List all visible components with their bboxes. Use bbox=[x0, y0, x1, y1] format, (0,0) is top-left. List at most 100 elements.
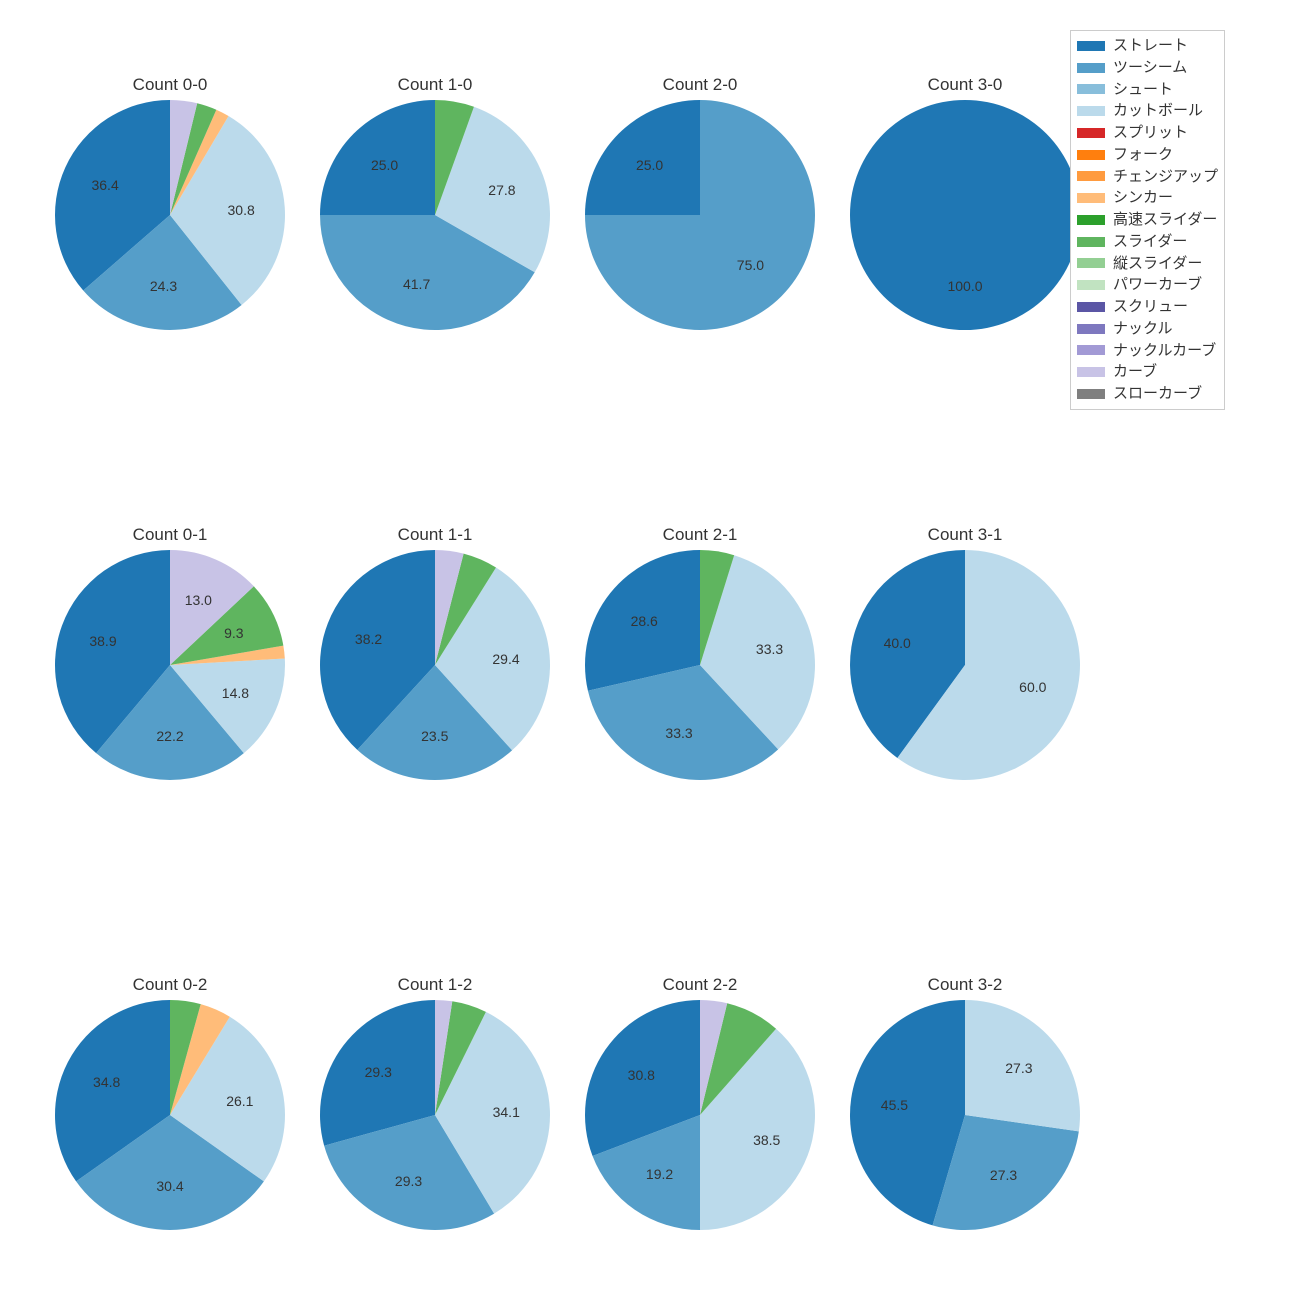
legend-item: ナックルカーブ bbox=[1077, 340, 1218, 362]
legend-swatch bbox=[1077, 193, 1105, 203]
legend-swatch bbox=[1077, 237, 1105, 247]
slice-label: 13.0 bbox=[185, 592, 212, 608]
legend: ストレートツーシームシュートカットボールスプリットフォークチェンジアップシンカー… bbox=[1070, 30, 1225, 410]
legend-item: 高速スライダー bbox=[1077, 209, 1218, 231]
slice-label: 40.0 bbox=[884, 635, 911, 651]
legend-swatch bbox=[1077, 345, 1105, 355]
legend-item: カットボール bbox=[1077, 100, 1218, 122]
legend-item: スプリット bbox=[1077, 122, 1218, 144]
slice-label: 28.6 bbox=[631, 613, 658, 629]
legend-label: ツーシーム bbox=[1113, 57, 1187, 79]
slice-label: 34.1 bbox=[493, 1104, 520, 1120]
slice-label: 36.4 bbox=[91, 177, 118, 193]
slice-label: 45.5 bbox=[881, 1097, 908, 1113]
pie-chart bbox=[848, 98, 1082, 332]
legend-label: ナックル bbox=[1113, 318, 1173, 340]
slice-label: 33.3 bbox=[665, 725, 692, 741]
slice-label: 9.3 bbox=[224, 625, 243, 641]
legend-label: シュート bbox=[1113, 79, 1173, 101]
legend-swatch bbox=[1077, 324, 1105, 334]
slice-label: 38.5 bbox=[753, 1132, 780, 1148]
legend-swatch bbox=[1077, 280, 1105, 290]
slice-label: 75.0 bbox=[737, 257, 764, 273]
pie-chart bbox=[848, 998, 1082, 1232]
chart-title: Count 0-2 bbox=[133, 975, 208, 995]
slice-label: 27.8 bbox=[488, 182, 515, 198]
legend-label: ストレート bbox=[1113, 35, 1188, 57]
chart-title: Count 3-1 bbox=[928, 525, 1003, 545]
legend-item: シンカー bbox=[1077, 187, 1218, 209]
legend-swatch bbox=[1077, 258, 1105, 268]
slice-label: 23.5 bbox=[421, 728, 448, 744]
slice-label: 60.0 bbox=[1019, 679, 1046, 695]
legend-item: スクリュー bbox=[1077, 296, 1218, 318]
legend-label: スローカーブ bbox=[1113, 383, 1202, 405]
legend-item: スライダー bbox=[1077, 231, 1218, 253]
slice-label: 25.0 bbox=[371, 157, 398, 173]
legend-swatch bbox=[1077, 171, 1105, 181]
slice-label: 100.0 bbox=[947, 278, 982, 294]
slice-label: 27.3 bbox=[1005, 1060, 1032, 1076]
legend-swatch bbox=[1077, 367, 1105, 377]
legend-label: スライダー bbox=[1113, 231, 1187, 253]
slice-label: 24.3 bbox=[150, 278, 177, 294]
pie-chart bbox=[848, 548, 1082, 782]
slice-label: 30.8 bbox=[628, 1067, 655, 1083]
legend-label: パワーカーブ bbox=[1113, 274, 1202, 296]
slice-label: 41.7 bbox=[403, 276, 430, 292]
slice-label: 29.4 bbox=[492, 651, 519, 667]
pie-chart bbox=[53, 998, 287, 1232]
pie-chart bbox=[53, 548, 287, 782]
slice-label: 14.8 bbox=[222, 685, 249, 701]
slice-label: 34.8 bbox=[93, 1074, 120, 1090]
slice-label: 19.2 bbox=[646, 1166, 673, 1182]
chart-title: Count 0-0 bbox=[133, 75, 208, 95]
chart-stage: Count 0-0 36.4 24.3 30.8 Count 1-0 25.0 41.7 27… bbox=[0, 0, 1300, 1300]
legend-item: フォーク bbox=[1077, 144, 1218, 166]
slice-label: 30.4 bbox=[156, 1178, 183, 1194]
legend-label: ナックルカーブ bbox=[1113, 340, 1216, 362]
legend-label: チェンジアップ bbox=[1113, 166, 1218, 188]
legend-item: チェンジアップ bbox=[1077, 166, 1218, 188]
legend-label: スプリット bbox=[1113, 122, 1188, 144]
slice-label: 38.9 bbox=[89, 633, 116, 649]
slice-label: 38.2 bbox=[355, 631, 382, 647]
chart-title: Count 3-2 bbox=[928, 975, 1003, 995]
legend-swatch bbox=[1077, 389, 1105, 399]
legend-swatch bbox=[1077, 106, 1105, 116]
legend-label: カットボール bbox=[1113, 100, 1203, 122]
slice-label: 29.3 bbox=[365, 1064, 392, 1080]
chart-title: Count 2-1 bbox=[663, 525, 738, 545]
legend-label: 高速スライダー bbox=[1113, 209, 1217, 231]
slice-label: 30.8 bbox=[228, 202, 255, 218]
legend-swatch bbox=[1077, 302, 1105, 312]
chart-title: Count 1-2 bbox=[398, 975, 473, 995]
slice-label: 29.3 bbox=[395, 1173, 422, 1189]
legend-item: 縦スライダー bbox=[1077, 253, 1218, 275]
pie-slice bbox=[850, 100, 1080, 330]
legend-item: パワーカーブ bbox=[1077, 274, 1218, 296]
legend-swatch bbox=[1077, 63, 1105, 73]
legend-item: ツーシーム bbox=[1077, 57, 1218, 79]
chart-title: Count 2-2 bbox=[663, 975, 738, 995]
slice-label: 25.0 bbox=[636, 157, 663, 173]
chart-title: Count 0-1 bbox=[133, 525, 208, 545]
chart-title: Count 1-0 bbox=[398, 75, 473, 95]
legend-swatch bbox=[1077, 215, 1105, 225]
slice-label: 22.2 bbox=[156, 728, 183, 744]
legend-label: 縦スライダー bbox=[1113, 253, 1202, 275]
legend-label: フォーク bbox=[1113, 144, 1173, 166]
legend-label: スクリュー bbox=[1113, 296, 1188, 318]
slice-label: 26.1 bbox=[226, 1093, 253, 1109]
legend-label: カーブ bbox=[1113, 361, 1157, 383]
legend-label: シンカー bbox=[1113, 187, 1173, 209]
pie-chart bbox=[318, 98, 552, 332]
chart-title: Count 1-1 bbox=[398, 525, 473, 545]
chart-title: Count 2-0 bbox=[663, 75, 738, 95]
pie-chart bbox=[583, 998, 817, 1232]
legend-swatch bbox=[1077, 128, 1105, 138]
legend-swatch bbox=[1077, 84, 1105, 94]
legend-item: ストレート bbox=[1077, 35, 1218, 57]
pie-chart bbox=[583, 98, 817, 332]
chart-title: Count 3-0 bbox=[928, 75, 1003, 95]
